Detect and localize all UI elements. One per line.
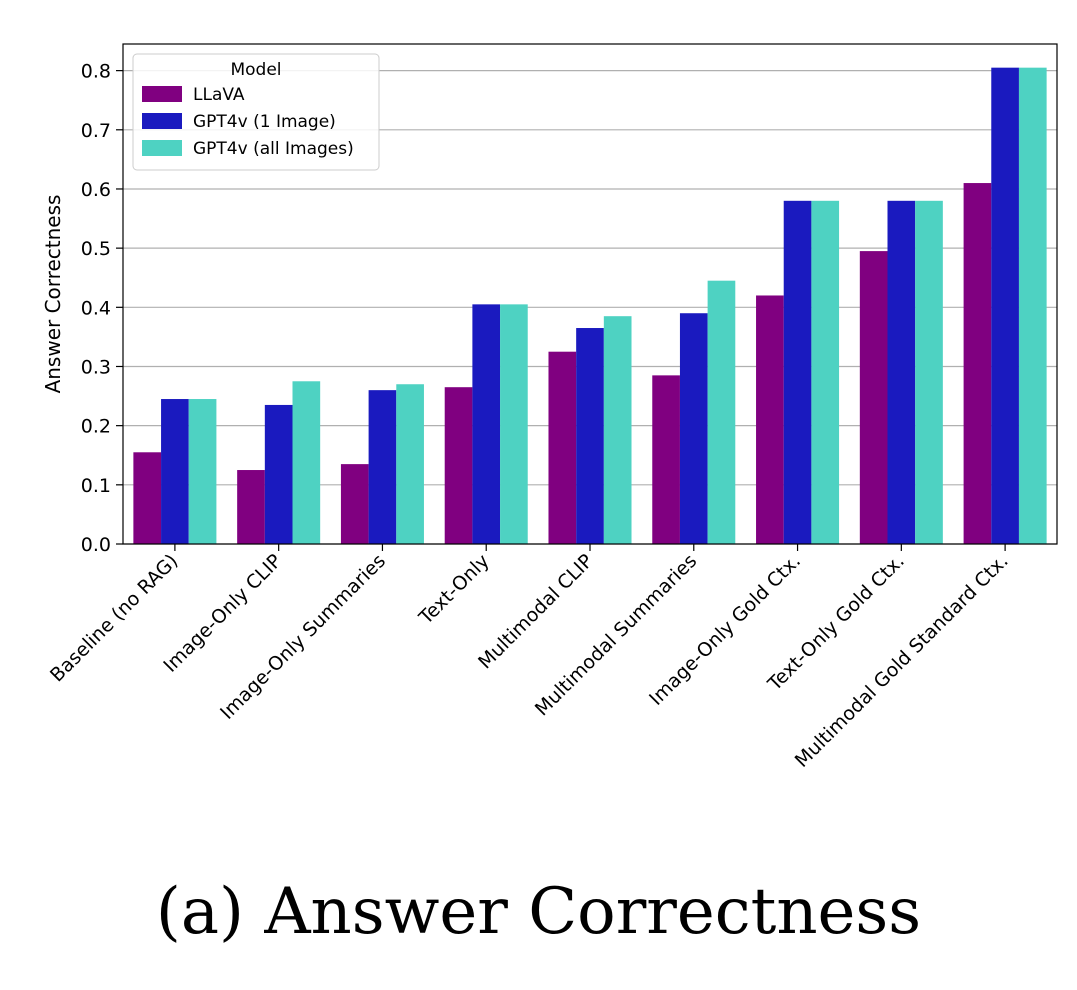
bar-llava-0: [133, 452, 162, 544]
bar-gpt4v-1-image-0: [161, 399, 189, 544]
legend-swatch: [142, 140, 182, 156]
bar-gpt4v-all-images-4: [603, 316, 632, 544]
bar-llava-8: [963, 183, 992, 544]
y-tick-label: 0.1: [81, 475, 111, 497]
legend-swatch: [142, 86, 182, 102]
bar-llava-1: [237, 470, 265, 544]
bar-gpt4v-1-image-2: [368, 390, 397, 544]
bar-gpt4v-1-image-6: [783, 200, 812, 544]
bar-gpt4v-1-image-1: [264, 404, 293, 544]
bar-gpt4v-all-images-6: [811, 200, 840, 544]
answer-correctness-chart: 0.0 0.1 0.2 0.3 0.4 0.5 0.6 0.7 0.8 Baseline (no…: [41, 43, 1058, 772]
y-axis-ticks: 0.0 0.1 0.2 0.3 0.4 0.5 0.6 0.7 0.8: [81, 61, 123, 556]
bar-llava-4: [548, 351, 577, 544]
y-tick-label: 0.3: [81, 356, 111, 378]
bar-gpt4v-all-images-2: [396, 384, 424, 544]
bar-gpt4v-all-images-3: [500, 304, 528, 544]
legend-label: GPT4v (all Images): [193, 139, 354, 159]
y-tick-label: 0.2: [81, 416, 111, 438]
bar-llava-7: [859, 251, 888, 544]
x-tick-label: Multimodal Gold Standard Ctx.: [791, 550, 1013, 772]
bar-gpt4v-1-image-3: [472, 304, 501, 544]
legend-title: Model: [230, 60, 281, 80]
legend-items: LLaVA GPT4v (1 Image) GPT4v (all Images): [142, 85, 354, 159]
legend-box: [132, 53, 380, 171]
legend-label: GPT4v (1 Image): [193, 112, 336, 132]
y-axis-label: Answer Correctness: [41, 195, 65, 394]
legend-label: LLaVA: [193, 85, 245, 105]
bar-gpt4v-1-image-7: [887, 200, 916, 544]
legend-swatch: [142, 113, 182, 129]
bar-llava-2: [340, 464, 369, 544]
bar-llava-3: [444, 387, 473, 544]
y-tick-label: 0.4: [81, 297, 111, 319]
bar-llava-5: [652, 375, 680, 544]
bar-gpt4v-all-images-0: [188, 399, 217, 544]
x-tick-label: Image-Only Summaries: [216, 550, 390, 724]
x-tick-label: Text-Only: [414, 550, 493, 629]
y-tick-label: 0.7: [81, 120, 111, 142]
y-tick-label: 0.0: [81, 534, 111, 556]
bar-gpt4v-all-images-8: [1018, 67, 1047, 544]
x-axis-ticks: Baseline (no RAG)Image-Only CLIPImage-On…: [46, 544, 1013, 772]
bar-gpt4v-1-image-5: [679, 313, 708, 544]
bar-gpt4v-1-image-4: [576, 328, 604, 544]
x-tick-label: Multimodal CLIP: [474, 550, 597, 673]
y-tick-label: 0.5: [81, 238, 111, 260]
bar-gpt4v-1-image-8: [991, 67, 1019, 544]
figure-caption: (a) Answer Correctness: [155, 875, 922, 949]
y-tick-label: 0.6: [81, 179, 111, 201]
y-tick-label: 0.8: [81, 61, 111, 83]
legend: Model LLaVA GPT4v (1 Image) GPT4v (all Ima…: [132, 53, 380, 171]
bar-gpt4v-all-images-5: [707, 280, 736, 544]
bar-gpt4v-all-images-1: [292, 381, 321, 544]
bar-gpt4v-all-images-7: [915, 200, 943, 544]
x-tick-label: Baseline (no RAG): [46, 550, 182, 686]
bars: [133, 67, 1047, 544]
bar-llava-6: [756, 295, 784, 544]
